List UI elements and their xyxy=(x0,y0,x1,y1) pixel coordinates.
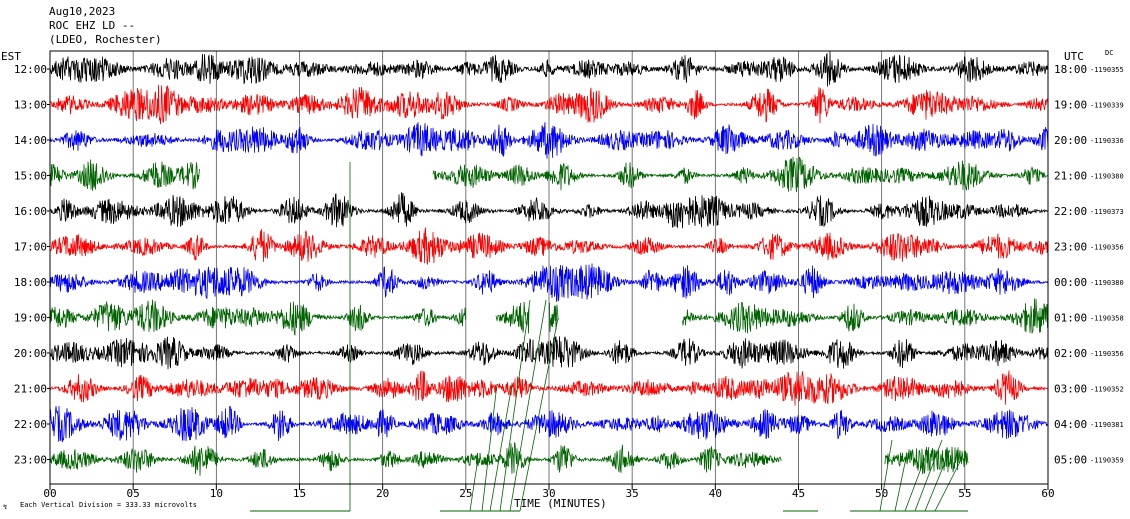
clipping-artifact xyxy=(499,299,531,512)
header-station: ROC EHZ LD -- xyxy=(49,19,136,32)
dc-offset-label: -1190358 xyxy=(1090,315,1124,323)
utc-label: 00:00 xyxy=(1054,276,1087,289)
utc-axis-title: UTC xyxy=(1064,50,1084,63)
est-label: 14:00 xyxy=(14,134,47,147)
header-date: Aug10,2023 xyxy=(49,5,116,18)
x-tick-label: 40 xyxy=(709,487,722,500)
trace-2300 xyxy=(49,442,969,476)
gridlines xyxy=(132,51,966,484)
dc-offset-label: -1190339 xyxy=(1090,102,1124,110)
dc-offset-label: -1190356 xyxy=(1090,244,1124,252)
est-label: 17:00 xyxy=(14,241,47,254)
est-label: 20:00 xyxy=(14,347,47,360)
clipping-artifact xyxy=(914,439,943,512)
est-label: 23:00 xyxy=(14,454,47,467)
utc-label: 23:00 xyxy=(1054,241,1087,254)
dc-offset-label: -1190359 xyxy=(1090,457,1124,465)
est-label: 22:00 xyxy=(14,418,47,431)
utc-label: 20:00 xyxy=(1054,134,1087,147)
est-label: 15:00 xyxy=(14,170,47,183)
trace-1600 xyxy=(49,192,1049,229)
trace-1500 xyxy=(49,156,1048,193)
clipping-artifact xyxy=(879,439,893,512)
utc-label: 19:00 xyxy=(1054,99,1087,112)
est-label: 13:00 xyxy=(14,99,47,112)
trace-1300 xyxy=(49,84,1049,125)
x-tick-label: 10 xyxy=(210,487,223,500)
clipping-artifact xyxy=(489,383,513,512)
plot-frame xyxy=(49,50,1049,485)
trace-1700 xyxy=(49,227,1049,265)
utc-label: 01:00 xyxy=(1054,312,1087,325)
trace-2200 xyxy=(49,405,1049,443)
utc-label: 02:00 xyxy=(1054,347,1087,360)
x-tick-label: 60 xyxy=(1041,487,1054,500)
trace-1900 xyxy=(49,298,1049,336)
trace-2100 xyxy=(49,370,1049,406)
clipping-artifact xyxy=(519,317,559,512)
x-tick-label: 35 xyxy=(626,487,639,500)
x-tick-label: 25 xyxy=(459,487,472,500)
x-axis-label: TIME (MINUTES) xyxy=(514,497,607,510)
utc-label: 22:00 xyxy=(1054,205,1087,218)
x-axis: 00 05 10 15 20 25 30 35 40 45 50 55 60 xyxy=(43,484,1055,500)
trace-1200 xyxy=(49,51,1049,87)
trace-2000 xyxy=(49,336,1049,370)
utc-label: 21:00 xyxy=(1054,170,1087,183)
clipping-artifact xyxy=(481,383,498,512)
dc-offset-label: -1190373 xyxy=(1090,208,1124,216)
x-tick-label: 55 xyxy=(958,487,971,500)
est-label: 16:00 xyxy=(14,205,47,218)
est-label: 19:00 xyxy=(14,312,47,325)
trace-1400 xyxy=(49,122,1049,159)
header-network: (LDEO, Rochester) xyxy=(49,33,162,46)
division-note: Each Vertical Division = 333.33 microvol… xyxy=(20,501,197,509)
trace-1800 xyxy=(49,263,1049,303)
utc-label: 18:00 xyxy=(1054,63,1087,76)
dc-offset-label: -1190352 xyxy=(1090,386,1124,394)
est-axis-title: EST xyxy=(1,50,21,63)
traces xyxy=(49,51,1049,512)
x-tick-label: 05 xyxy=(127,487,140,500)
dc-offset-label: -1190380 xyxy=(1090,173,1124,181)
dc-offset-label: -1190355 xyxy=(1090,66,1124,74)
dc-offset-label: -1190336 xyxy=(1090,137,1124,145)
scale-icon: ↯ xyxy=(3,503,7,511)
x-tick-label: 20 xyxy=(376,487,389,500)
dc-label: DC xyxy=(1105,49,1113,57)
utc-label: 04:00 xyxy=(1054,418,1087,431)
dc-offset-label: -1190356 xyxy=(1090,350,1124,358)
utc-label: 05:00 xyxy=(1054,454,1087,467)
x-tick-label: 15 xyxy=(293,487,306,500)
utc-label: 03:00 xyxy=(1054,383,1087,396)
clipping-artifact xyxy=(924,449,951,512)
est-label: 18:00 xyxy=(14,276,47,289)
est-label: 12:00 xyxy=(14,63,47,76)
x-tick-label: 50 xyxy=(875,487,888,500)
est-label: 21:00 xyxy=(14,383,47,396)
dc-offset-label: -1190380 xyxy=(1090,279,1124,287)
dc-offset-label: -1190381 xyxy=(1090,421,1124,429)
x-tick-label: 30 xyxy=(542,487,555,500)
clipping-artifact xyxy=(509,299,547,512)
x-tick-label: 45 xyxy=(792,487,805,500)
x-tick-label: 00 xyxy=(43,487,56,500)
